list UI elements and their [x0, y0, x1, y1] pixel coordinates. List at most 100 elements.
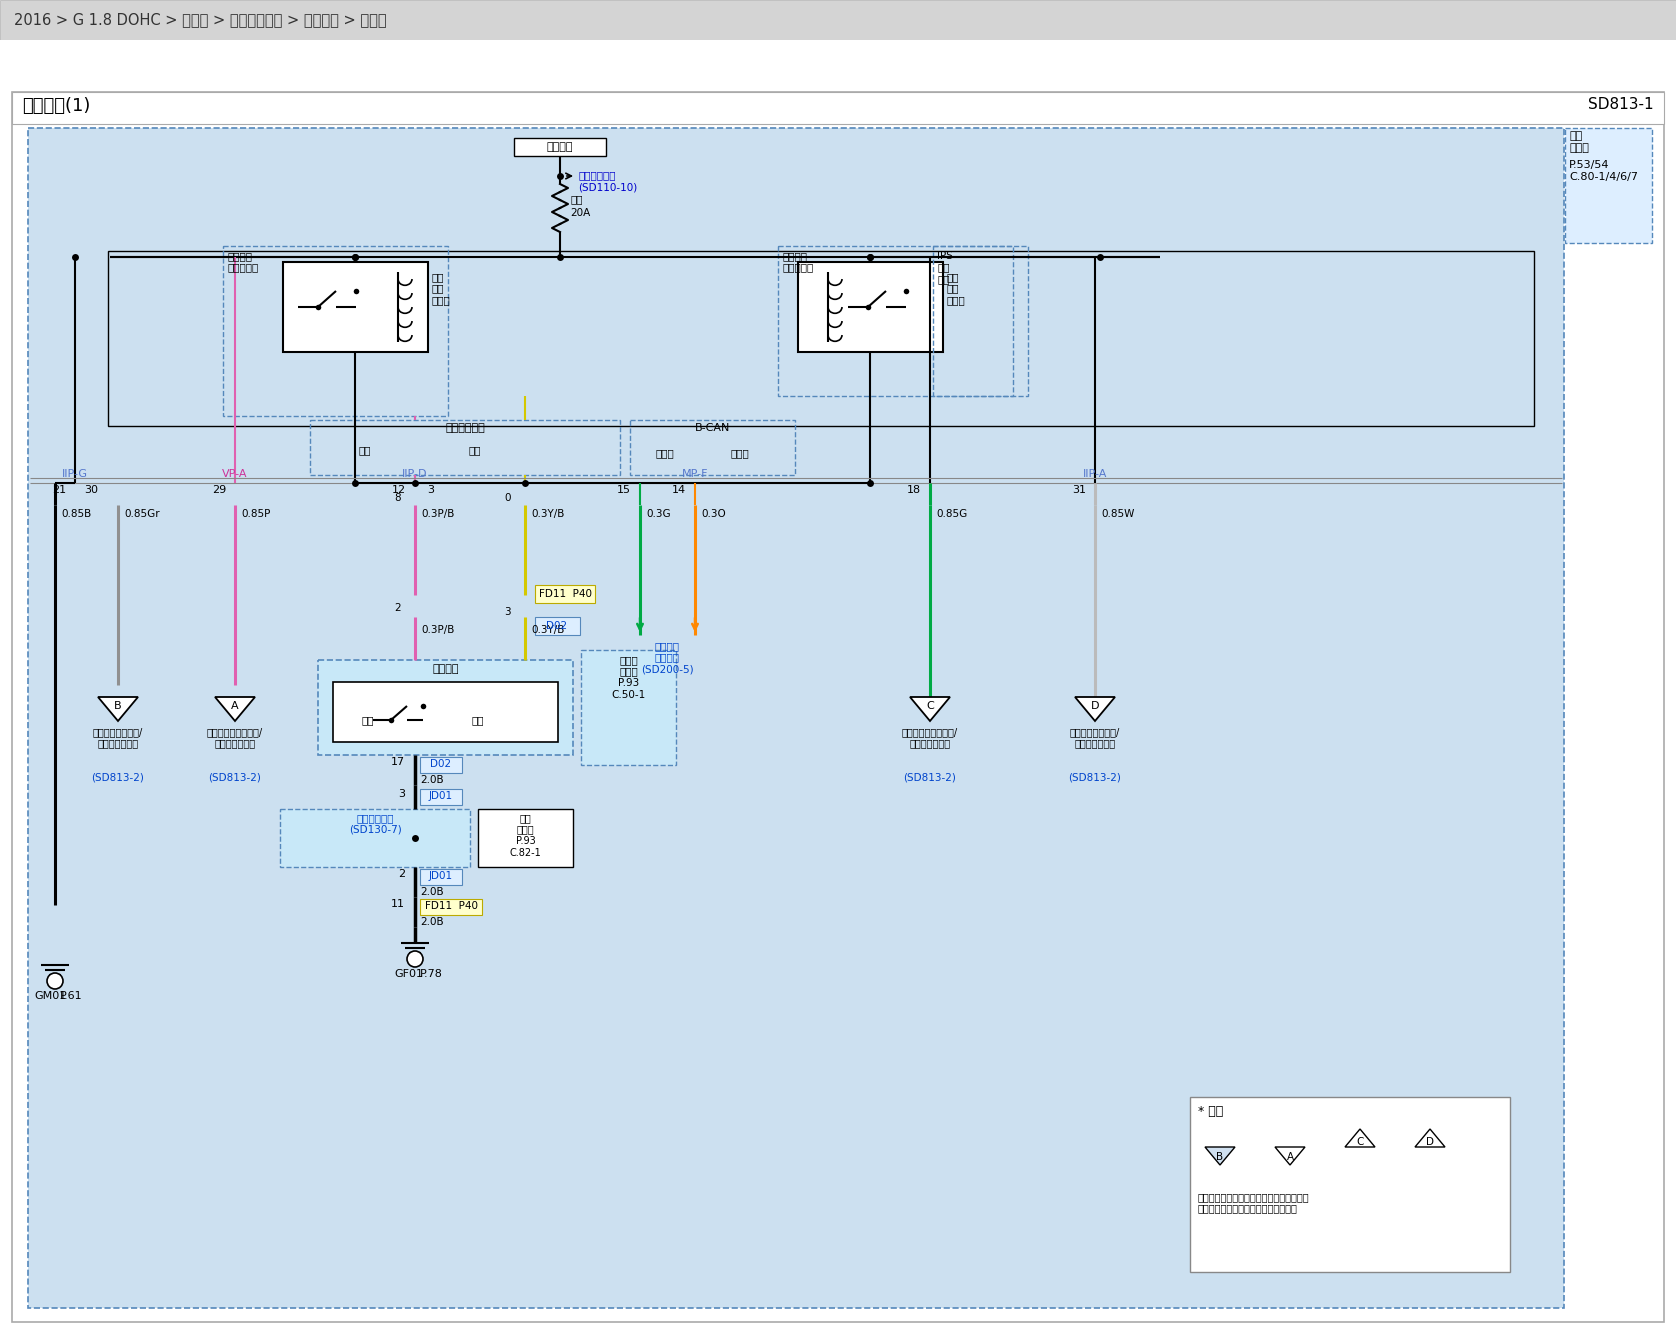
Text: 门锁开锁: 门锁开锁 [432, 664, 459, 673]
Bar [223, 246, 447, 415]
Text: 常时电源: 常时电源 [546, 142, 573, 152]
Text: 门锁: 门锁 [570, 194, 583, 204]
Text: IPS
控制
模块: IPS 控制 模块 [937, 251, 954, 285]
Text: 2016 > G 1.8 DOHC > 示意图 > 车身电气系统 > 电动门锁 > 示意图: 2016 > G 1.8 DOHC > 示意图 > 车身电气系统 > 电动门锁 … [13, 12, 387, 27]
Text: 牛车宝: 牛车宝 [778, 490, 877, 544]
Text: 2.0B: 2.0B [421, 887, 444, 896]
Text: 18: 18 [907, 485, 922, 496]
Text: 门锁换档开关: 门锁换档开关 [446, 424, 484, 433]
Polygon shape [1275, 1148, 1306, 1165]
Text: 12: 12 [392, 485, 406, 496]
Text: 电动门锁(1): 电动门锁(1) [22, 98, 91, 115]
Bar [421, 790, 463, 806]
Text: 0.85W: 0.85W [1101, 509, 1135, 518]
Text: B: B [1217, 1152, 1223, 1162]
Text: 17: 17 [391, 758, 406, 767]
Text: FD11  P40: FD11 P40 [424, 900, 478, 911]
Bar [934, 246, 1012, 395]
Text: 2.0B: 2.0B [421, 775, 444, 786]
Text: 闭锁: 闭锁 [359, 445, 372, 456]
Bar [582, 651, 675, 766]
Bar [421, 758, 463, 774]
Polygon shape [1074, 697, 1115, 721]
Text: 2.0B: 2.0B [421, 916, 444, 927]
Text: 门锁闭锁
继电器控制: 门锁闭锁 继电器控制 [226, 251, 258, 273]
Text: 0.85B: 0.85B [60, 509, 91, 518]
Text: 参考锦弹分布
(SD130-7): 参考锦弹分布 (SD130-7) [349, 814, 401, 835]
Text: * 参考: * 参考 [1198, 1105, 1223, 1118]
Text: (SD813-2): (SD813-2) [1069, 774, 1121, 783]
Text: 0.85P: 0.85P [241, 509, 270, 518]
Text: A: A [1287, 1152, 1294, 1162]
Text: (SD110-10): (SD110-10) [578, 182, 637, 192]
Bar [478, 810, 573, 867]
Bar [0, 40, 1676, 92]
Text: 高电位: 高电位 [731, 448, 749, 458]
Text: 8: 8 [394, 493, 401, 502]
Text: IIP-G: IIP-G [62, 469, 89, 480]
Text: 电动门
主开关
P.93
C.50-1: 电动门 主开关 P.93 C.50-1 [612, 655, 645, 700]
Text: 主驾座门锁执行器/
左左门锁执行器: 主驾座门锁执行器/ 左左门锁执行器 [92, 727, 142, 748]
Text: 开锁: 开锁 [469, 445, 481, 456]
Text: 0.3Y/B: 0.3Y/B [531, 509, 565, 518]
Text: 15: 15 [617, 485, 630, 496]
Bar [310, 420, 620, 476]
Text: 0.3P/B: 0.3P/B [421, 625, 454, 635]
Bar [0, 0, 1676, 40]
Text: 闭锁: 闭锁 [362, 715, 374, 725]
Bar [778, 246, 1027, 395]
Text: 低电位: 低电位 [655, 448, 674, 458]
Text: IIP-D: IIP-D [402, 469, 427, 480]
Circle shape [407, 951, 422, 967]
Text: D02: D02 [546, 621, 568, 631]
Polygon shape [1346, 1129, 1374, 1148]
Text: 0.85Gr: 0.85Gr [124, 509, 159, 518]
Bar [421, 899, 483, 915]
Text: P.53/54
C.80-1/4/6/7: P.53/54 C.80-1/4/6/7 [1569, 160, 1637, 182]
Bar [1190, 1097, 1510, 1272]
Bar [535, 617, 580, 635]
Text: 箭头方向说明继电器的绕组工作方向，并非
锄钙电气元件操作时，电流方向限度。: 箭头方向说明继电器的绕组工作方向，并非 锄钙电气元件操作时，电流方向限度。 [1198, 1192, 1309, 1213]
Text: GF01: GF01 [394, 969, 422, 979]
Text: B-CAN: B-CAN [696, 424, 731, 433]
Text: 门锁
闭锁
继电器: 门锁 闭锁 继电器 [431, 273, 449, 305]
Bar [280, 810, 469, 867]
Text: 主动手座门锁执行器/
居右门锁执行器: 主动手座门锁执行器/ 居右门锁执行器 [206, 727, 263, 748]
Text: (SD813-2): (SD813-2) [903, 774, 957, 783]
Text: 参考电源分布: 参考电源分布 [578, 170, 615, 180]
Text: 0.3G: 0.3G [645, 509, 670, 518]
Text: 参考评断
连接分布
(SD200-5): 参考评断 连接分布 (SD200-5) [640, 641, 694, 675]
Polygon shape [97, 697, 137, 721]
Text: 开锁: 开锁 [471, 715, 484, 725]
Text: 29: 29 [211, 485, 226, 496]
Text: 智能
接线盒: 智能 接线盒 [1569, 131, 1589, 152]
Text: 0.3Y/B: 0.3Y/B [531, 625, 565, 635]
Text: IIP-A: IIP-A [1083, 469, 1108, 480]
Text: 30: 30 [84, 485, 97, 496]
Text: D: D [1091, 701, 1099, 711]
Text: 门锁
开锁
继电器: 门锁 开锁 继电器 [945, 273, 965, 305]
Polygon shape [910, 697, 950, 721]
Text: 21: 21 [52, 485, 65, 496]
Text: www.ncboo.com: www.ncboo.com [736, 565, 917, 585]
Bar [28, 128, 1564, 1308]
Bar [12, 92, 1664, 124]
Text: A: A [231, 701, 238, 711]
Bar [630, 420, 794, 476]
Text: SD813-1: SD813-1 [1589, 98, 1654, 112]
Text: B: B [114, 701, 122, 711]
Text: 2: 2 [397, 868, 406, 879]
Bar [421, 868, 463, 884]
Text: 14: 14 [672, 485, 685, 496]
Bar [515, 138, 607, 156]
Bar [798, 262, 944, 351]
Polygon shape [1415, 1129, 1445, 1148]
Polygon shape [1205, 1148, 1235, 1165]
Text: FD11  P40: FD11 P40 [538, 589, 592, 599]
Circle shape [47, 973, 64, 989]
Text: 31: 31 [1073, 485, 1086, 496]
Bar [318, 660, 573, 755]
Text: 3: 3 [397, 790, 406, 799]
Text: D02: D02 [431, 759, 451, 770]
Text: 从驾座门锁执行器/
居右门锁执行器: 从驾座门锁执行器/ 居右门锁执行器 [1069, 727, 1120, 748]
